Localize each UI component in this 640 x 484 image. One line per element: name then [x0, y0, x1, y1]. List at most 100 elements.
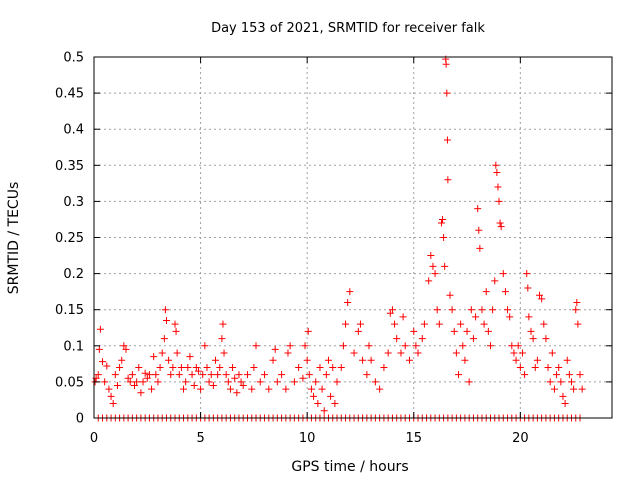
data-point	[388, 306, 396, 314]
y-tick-label: 0.5	[63, 51, 84, 66]
data-point	[201, 342, 209, 350]
data-point	[557, 378, 565, 386]
data-point	[452, 349, 460, 357]
data-point	[95, 345, 103, 353]
data-point	[118, 356, 126, 364]
data-point	[544, 363, 552, 371]
data-point	[399, 313, 407, 321]
data-point	[150, 353, 158, 361]
data-point	[290, 378, 298, 386]
data-point	[359, 356, 367, 364]
data-point	[154, 378, 162, 386]
data-point	[141, 369, 149, 377]
data-point	[111, 371, 119, 379]
data-point	[269, 356, 277, 364]
data-point	[465, 378, 473, 386]
data-point	[561, 400, 569, 408]
data-point	[553, 371, 561, 379]
data-point	[273, 378, 281, 386]
data-point	[169, 363, 177, 371]
data-point	[491, 277, 499, 285]
data-point	[327, 392, 335, 400]
data-point	[167, 371, 175, 379]
data-point	[425, 277, 433, 285]
data-point	[199, 371, 207, 379]
x-tick-label: 10	[299, 431, 316, 446]
data-point	[489, 306, 497, 314]
data-point	[429, 262, 437, 270]
data-point	[99, 358, 107, 366]
data-point	[440, 234, 448, 241]
data-point	[113, 382, 121, 390]
data-point	[486, 342, 494, 350]
data-point	[231, 374, 239, 382]
data-point	[239, 382, 247, 390]
data-point	[540, 320, 548, 328]
data-point	[474, 205, 482, 213]
data-point	[572, 306, 580, 314]
data-point	[284, 349, 292, 357]
data-point	[365, 342, 373, 350]
data-point	[439, 215, 447, 223]
data-point	[386, 309, 394, 317]
data-point	[271, 345, 279, 353]
data-point	[480, 320, 488, 328]
data-point	[160, 335, 168, 343]
data-point	[435, 320, 443, 328]
data-point	[391, 320, 399, 328]
data-point	[542, 335, 550, 343]
data-point	[324, 356, 332, 364]
data-point	[472, 313, 480, 321]
data-point	[214, 371, 222, 379]
data-point	[318, 385, 326, 393]
data-point	[478, 306, 486, 314]
data-point	[220, 349, 228, 357]
data-point	[143, 374, 151, 382]
data-point	[295, 363, 303, 371]
data-point	[518, 349, 526, 357]
data-point	[304, 327, 312, 335]
data-point	[576, 371, 584, 379]
y-tick-label: 0.05	[55, 375, 84, 390]
data-point	[443, 136, 451, 144]
data-point	[329, 363, 337, 371]
data-point	[510, 349, 518, 357]
data-point	[463, 327, 471, 335]
data-point	[261, 371, 269, 379]
data-point	[401, 342, 409, 350]
data-point	[523, 270, 531, 278]
data-point	[431, 270, 439, 278]
data-point	[494, 183, 502, 191]
data-point	[282, 385, 290, 393]
data-point	[446, 291, 454, 299]
data-point	[504, 306, 512, 314]
data-point	[233, 389, 241, 397]
y-tick-label: 0.1	[63, 339, 84, 354]
data-point	[371, 378, 379, 386]
data-point	[320, 407, 328, 415]
data-point	[135, 363, 143, 371]
data-point	[310, 392, 318, 400]
data-point	[380, 363, 388, 371]
data-point	[475, 226, 483, 234]
data-point	[216, 363, 224, 371]
data-point	[457, 320, 465, 328]
data-point	[105, 385, 113, 393]
data-point	[420, 320, 428, 328]
y-tick-label: 0	[76, 412, 84, 427]
data-point	[301, 342, 309, 350]
data-point	[137, 389, 145, 397]
data-point	[482, 288, 490, 296]
x-tick-label: 20	[512, 431, 529, 446]
data-point	[103, 362, 111, 370]
data-point	[441, 262, 449, 270]
data-point	[161, 306, 169, 314]
data-point	[499, 270, 507, 278]
data-point	[444, 176, 452, 184]
x-axis-label: GPS time / hours	[291, 459, 408, 475]
data-point	[414, 349, 422, 357]
data-point	[107, 392, 115, 400]
data-point	[265, 385, 273, 393]
data-point	[427, 252, 435, 260]
data-point	[322, 371, 330, 379]
